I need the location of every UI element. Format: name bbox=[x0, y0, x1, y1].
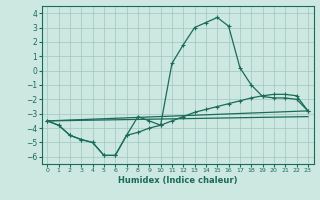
X-axis label: Humidex (Indice chaleur): Humidex (Indice chaleur) bbox=[118, 176, 237, 185]
